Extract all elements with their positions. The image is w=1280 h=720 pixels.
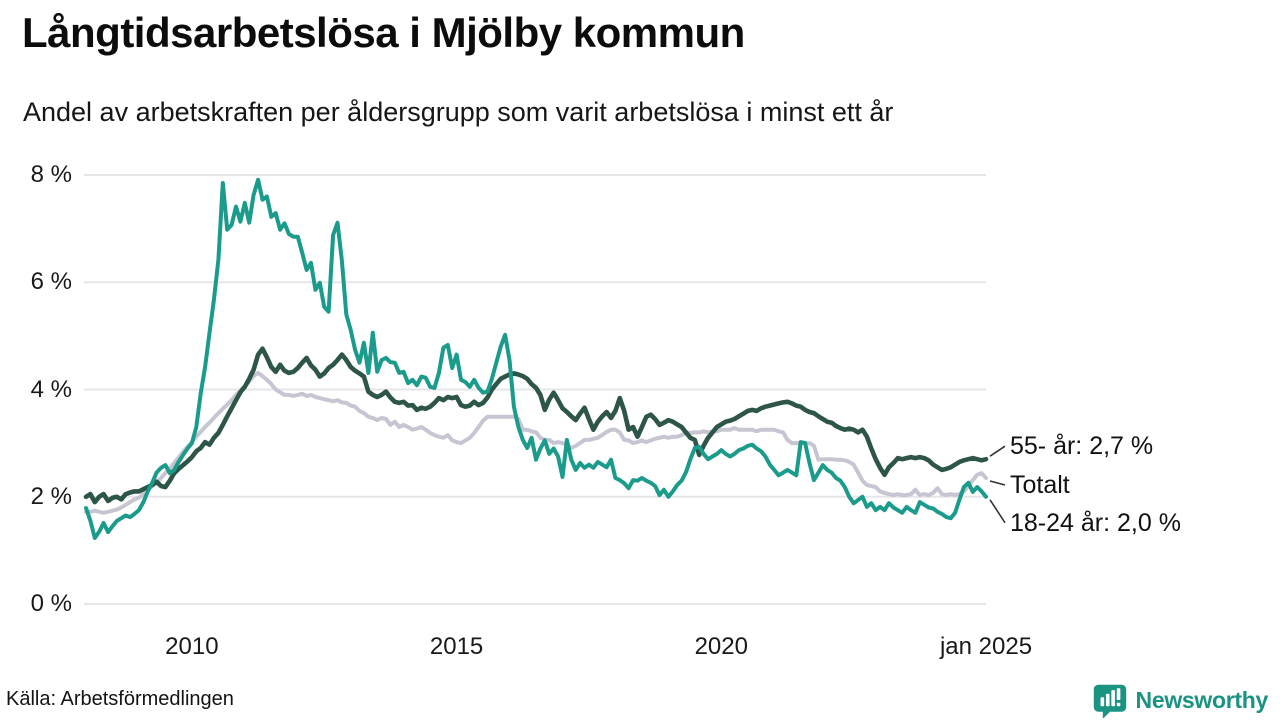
- newsworthy-speech-bubble-bar-chart-icon: [1093, 684, 1126, 718]
- chart-subtitle: Andel av arbetskraften per åldersgrupp s…: [23, 97, 894, 127]
- annotation-leader-line: [989, 499, 1006, 524]
- y-tick-label: 8 %: [30, 161, 72, 188]
- exclamation-stem: [1116, 688, 1120, 700]
- annotation-leader-line: [989, 445, 1006, 457]
- x-tick-label: 2015: [429, 633, 484, 660]
- y-tick-label: 2 %: [30, 482, 72, 510]
- series-line-55--år: [83, 346, 989, 505]
- bar-short: [1100, 697, 1104, 707]
- annotation-Totalt: Totalt: [1010, 470, 1070, 499]
- series-line-Totalt: [84, 370, 988, 515]
- annotation-leader-line: [989, 480, 1006, 486]
- newsworthy-wordmark: Newsworthy: [1135, 686, 1269, 713]
- y-tick-label: 4 %: [30, 375, 72, 403]
- y-tick-label: 6 %: [30, 268, 72, 296]
- y-tick-label: 0 %: [30, 590, 72, 617]
- chart-title: Långtidsarbetslösa i Mjölby kommun: [22, 9, 745, 56]
- annotation-18-24-år: 18-24 år: 2,0 %: [1010, 508, 1181, 537]
- bar-tall: [1110, 690, 1115, 707]
- exclamation-dot: [1116, 702, 1120, 707]
- x-tick-label: 2010: [165, 633, 219, 660]
- bar-medium: [1105, 693, 1110, 707]
- x-tick-label: jan 2025: [939, 633, 1033, 660]
- series-line-18-24-år: [84, 177, 988, 540]
- newsworthy-logo[interactable]: Newsworthy: [1092, 682, 1268, 718]
- x-tick-label: 2020: [694, 633, 748, 660]
- source-label: Källa: Arbetsförmedlingen: [6, 688, 234, 710]
- annotation-55--år: 55- år: 2,7 %: [1010, 432, 1154, 461]
